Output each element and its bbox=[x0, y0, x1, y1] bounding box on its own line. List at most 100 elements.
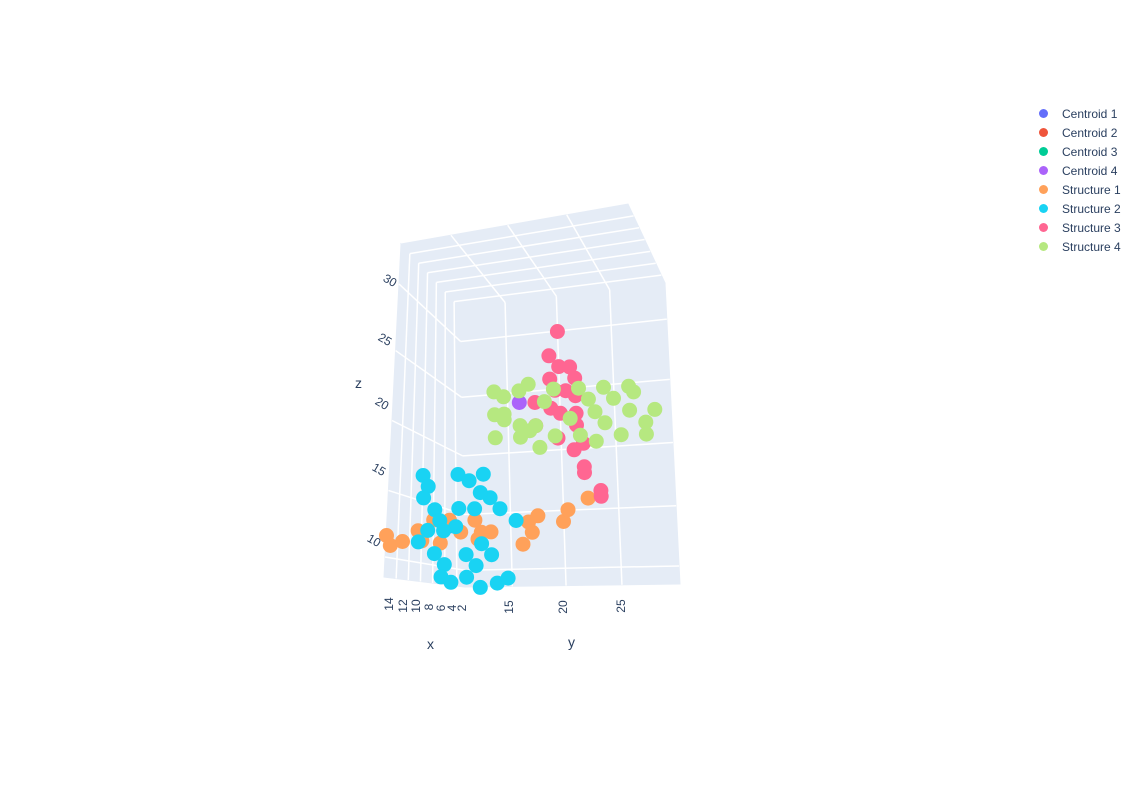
grid-line bbox=[427, 238, 645, 274]
point-structure-3 bbox=[577, 465, 592, 481]
point-structure-4 bbox=[532, 439, 548, 455]
x-tick-label: 14 bbox=[382, 597, 396, 611]
grid-line bbox=[450, 234, 506, 303]
legend-label: Structure 2 bbox=[1062, 201, 1121, 216]
point-structure-4 bbox=[638, 426, 654, 442]
legend-item[interactable]: Structure 1 bbox=[1030, 180, 1121, 199]
point-structure-4 bbox=[596, 379, 611, 395]
point-structure-2 bbox=[459, 569, 475, 585]
point-structure-2 bbox=[458, 547, 474, 563]
x-tick-label: 4 bbox=[445, 604, 459, 611]
point-structure-2 bbox=[472, 579, 488, 595]
point-structure-4 bbox=[597, 415, 613, 431]
grid-line bbox=[398, 283, 462, 343]
x-tick-label: 10 bbox=[409, 599, 423, 613]
x-tick-label: 8 bbox=[422, 603, 436, 610]
y-tick-label: 15 bbox=[502, 600, 516, 614]
point-structure-2 bbox=[448, 519, 464, 535]
x-tick-label: 2 bbox=[455, 604, 469, 611]
legend-item[interactable]: Structure 2 bbox=[1030, 199, 1121, 218]
legend-item[interactable]: Centroid 2 bbox=[1030, 123, 1121, 142]
point-structure-2 bbox=[484, 547, 500, 563]
point-structure-4 bbox=[571, 380, 586, 396]
legend-marker-icon bbox=[1039, 147, 1048, 156]
point-structure-3 bbox=[549, 324, 565, 339]
grid-line bbox=[418, 226, 640, 264]
legend-label: Centroid 2 bbox=[1062, 125, 1118, 140]
point-structure-2 bbox=[492, 501, 508, 517]
point-structure-4 bbox=[520, 376, 536, 392]
legend-marker-icon bbox=[1039, 242, 1048, 251]
legend: Centroid 1 Centroid 2 Centroid 3 Centroid 4… bbox=[1030, 104, 1121, 256]
legend-item[interactable]: Structure 4 bbox=[1030, 237, 1121, 256]
point-structure-1 bbox=[530, 508, 546, 524]
point-structure-3 bbox=[551, 359, 567, 375]
point-structure-2 bbox=[436, 557, 452, 573]
point-structure-4 bbox=[496, 412, 512, 428]
legend-item[interactable]: Centroid 1 bbox=[1030, 104, 1121, 123]
point-structure-1 bbox=[382, 538, 398, 553]
legend-marker-icon bbox=[1039, 223, 1048, 232]
point-structure-3 bbox=[593, 488, 609, 504]
point-structure-1 bbox=[580, 490, 596, 506]
legend-marker-icon bbox=[1039, 204, 1048, 213]
legend-label: Centroid 3 bbox=[1062, 144, 1118, 159]
point-structure-2 bbox=[410, 534, 426, 550]
point-structure-4 bbox=[613, 427, 629, 443]
grid-line bbox=[445, 262, 656, 293]
point-structure-4 bbox=[622, 402, 638, 418]
point-structure-1 bbox=[556, 514, 571, 529]
grid-line bbox=[436, 250, 651, 284]
grid-line bbox=[507, 224, 557, 297]
legend-item[interactable]: Centroid 3 bbox=[1030, 142, 1121, 161]
point-structure-4 bbox=[647, 401, 663, 417]
legend-marker-icon bbox=[1039, 128, 1048, 137]
point-structure-4 bbox=[536, 394, 552, 410]
y-axis-title: y bbox=[568, 634, 575, 650]
point-structure-4 bbox=[626, 384, 642, 400]
legend-label: Centroid 4 bbox=[1062, 163, 1118, 178]
point-structure-2 bbox=[467, 501, 483, 517]
point-structure-4 bbox=[487, 430, 503, 446]
point-structure-2 bbox=[474, 536, 490, 552]
legend-item[interactable]: Centroid 4 bbox=[1030, 161, 1121, 180]
point-structure-2 bbox=[472, 485, 488, 501]
point-structure-3 bbox=[541, 348, 557, 364]
y-tick-label: 25 bbox=[614, 599, 628, 613]
z-tick-label: 25 bbox=[376, 330, 395, 349]
point-structure-2 bbox=[426, 546, 442, 562]
point-structure-2 bbox=[508, 513, 524, 528]
grid-line bbox=[566, 214, 611, 291]
grid-line bbox=[454, 274, 662, 303]
point-structure-1 bbox=[560, 502, 576, 518]
point-structure-2 bbox=[420, 522, 436, 538]
point-centroid-4 bbox=[511, 395, 527, 410]
z-axis-title: z bbox=[355, 375, 362, 391]
point-structure-1 bbox=[395, 534, 410, 549]
z-tick-label: 30 bbox=[381, 271, 400, 290]
grid-line bbox=[407, 263, 420, 581]
point-structure-4 bbox=[545, 381, 561, 397]
point-structure-2 bbox=[461, 473, 477, 489]
z-tick-label: 20 bbox=[373, 394, 392, 413]
legend-marker-icon bbox=[1039, 166, 1048, 175]
x-tick-label: 6 bbox=[434, 604, 448, 611]
point-structure-4 bbox=[528, 418, 544, 434]
point-structure-2 bbox=[450, 467, 466, 482]
point-structure-3 bbox=[562, 359, 578, 375]
point-structure-2 bbox=[475, 466, 491, 482]
point-structure-4 bbox=[547, 428, 563, 444]
point-structure-2 bbox=[500, 570, 516, 586]
grid-line bbox=[504, 302, 514, 587]
grid-line bbox=[453, 301, 458, 587]
front-plane bbox=[459, 282, 681, 588]
point-structure-4 bbox=[587, 404, 603, 420]
x-axis-title: x bbox=[427, 636, 434, 652]
legend-marker-icon bbox=[1039, 109, 1048, 118]
point-structure-4 bbox=[606, 390, 621, 406]
z-tick-label: 15 bbox=[370, 460, 389, 479]
legend-item[interactable]: Structure 3 bbox=[1030, 218, 1121, 237]
point-structure-1 bbox=[515, 536, 531, 552]
